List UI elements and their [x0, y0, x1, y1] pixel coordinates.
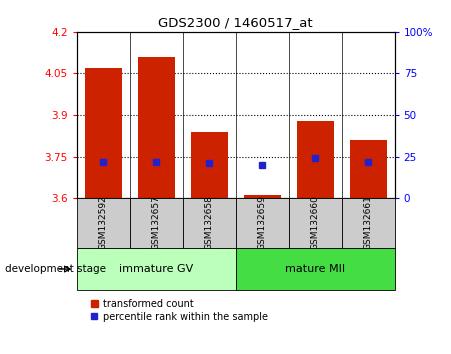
Bar	[138, 57, 175, 198]
Bar	[77, 198, 129, 248]
Text: GSM132592: GSM132592	[99, 196, 108, 250]
Legend: transformed count, percentile rank within the sample: transformed count, percentile rank withi…	[91, 299, 268, 321]
Text: development stage: development stage	[5, 264, 106, 274]
Bar	[191, 132, 228, 198]
Text: GSM132659: GSM132659	[258, 195, 267, 251]
Text: GSM132661: GSM132661	[364, 195, 373, 251]
Title: GDS2300 / 1460517_at: GDS2300 / 1460517_at	[158, 16, 313, 29]
Bar	[244, 195, 281, 198]
Text: immature GV: immature GV	[119, 264, 193, 274]
Bar	[235, 198, 289, 248]
Bar	[85, 68, 122, 198]
Bar	[341, 198, 395, 248]
Bar	[235, 248, 395, 290]
Text: GSM132658: GSM132658	[205, 195, 214, 251]
Bar	[350, 140, 387, 198]
Bar	[297, 121, 334, 198]
Bar	[183, 198, 235, 248]
Text: GSM132657: GSM132657	[152, 195, 161, 251]
Text: GSM132660: GSM132660	[311, 195, 320, 251]
Bar	[77, 248, 235, 290]
Bar	[289, 198, 342, 248]
Text: mature MII: mature MII	[285, 264, 345, 274]
Bar	[130, 198, 183, 248]
